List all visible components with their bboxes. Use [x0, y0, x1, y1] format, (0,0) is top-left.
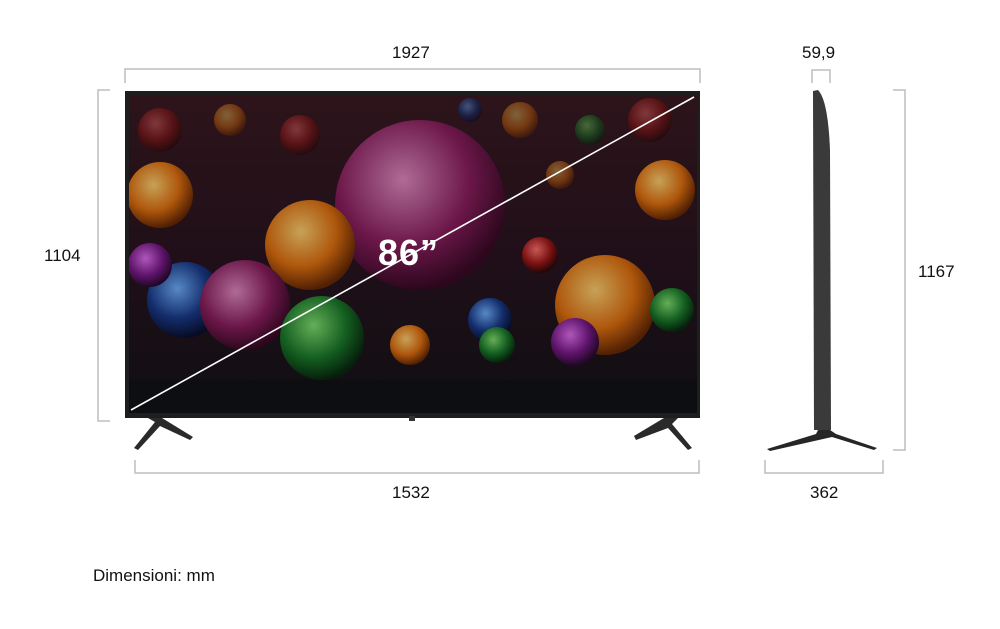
- dimension-brackets: [97, 68, 906, 474]
- diagonal-line: [130, 96, 695, 411]
- total-height-bracket: [893, 89, 906, 451]
- stand-span-bracket: [134, 460, 700, 474]
- tv-side-view: [767, 90, 877, 451]
- total-height-label: 1167: [918, 262, 955, 281]
- stand-span-label: 1532: [392, 483, 430, 502]
- stand-depth-bracket: [764, 460, 884, 474]
- left-stand: [134, 418, 193, 450]
- width-label: 1927: [392, 43, 430, 62]
- width-bracket: [124, 68, 701, 83]
- tv-front-view: [125, 91, 700, 450]
- depth-label: 59,9: [802, 43, 836, 62]
- units-note: Dimensioni: mm: [93, 566, 215, 585]
- height-label: 1104: [44, 246, 81, 265]
- screen-size-label: 86”: [378, 232, 440, 273]
- stand-depth-label: 362: [810, 483, 839, 502]
- height-bracket: [97, 89, 110, 422]
- depth-bracket: [811, 69, 831, 83]
- right-stand: [634, 418, 692, 450]
